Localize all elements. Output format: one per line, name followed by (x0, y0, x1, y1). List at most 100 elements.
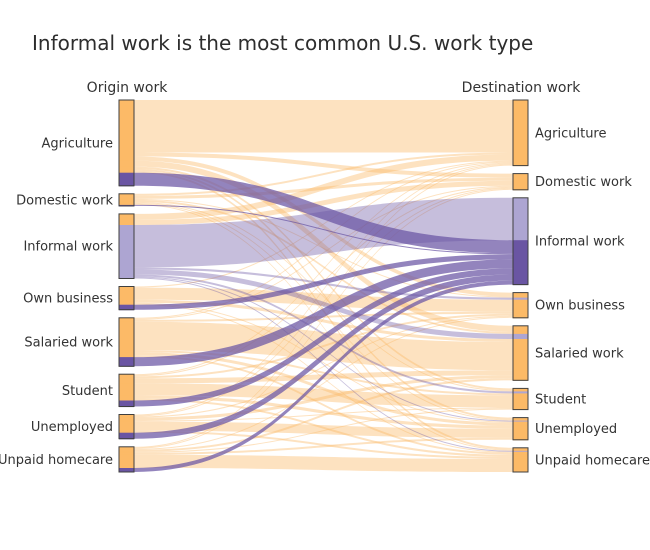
origin-node-unemployed[interactable]: Unemployed (31, 414, 135, 440)
link-unemployed-to-unemployed[interactable] (134, 421, 513, 438)
node-segment (119, 172, 134, 187)
link-agriculture-to-agriculture[interactable] (134, 100, 513, 153)
link-unpaid-homecare-to-domestic-work[interactable] (134, 188, 513, 449)
link-student-to-agriculture[interactable] (134, 162, 513, 376)
link-student-to-own-business[interactable] (134, 313, 513, 379)
node-segment (119, 447, 134, 450)
node-segment (513, 296, 528, 299)
node-segment (513, 333, 528, 340)
link-informal-work-to-domestic-work[interactable] (134, 180, 513, 225)
link-unpaid-homecare-to-informal-work[interactable] (134, 280, 513, 472)
link-domestic-work-to-student[interactable] (134, 201, 513, 392)
node-segment (513, 197, 528, 241)
link-unpaid-homecare-to-unemployed[interactable] (134, 437, 513, 455)
link-student-to-student[interactable] (134, 383, 513, 408)
link-unemployed-to-agriculture[interactable] (134, 163, 513, 416)
node-label-agriculture: Agriculture (535, 126, 607, 141)
link-student-to-unemployed[interactable] (134, 395, 513, 429)
link-own-business-to-own-business[interactable] (134, 287, 513, 312)
link-unpaid-homecare-to-student[interactable] (134, 408, 513, 453)
link-informal-work-to-agriculture[interactable] (134, 154, 513, 221)
link-own-business-to-agriculture[interactable] (134, 160, 513, 288)
node-segment (513, 186, 528, 189)
link-unemployed-to-own-business[interactable] (134, 315, 513, 418)
link-salaried-work-to-unpaid-homecare[interactable] (134, 355, 513, 455)
node-segment (119, 303, 134, 306)
link-agriculture-to-salaried-work[interactable] (134, 160, 513, 332)
node-outline (118, 373, 135, 408)
link-agriculture-to-unemployed[interactable] (134, 168, 513, 420)
link-domestic-work-to-informal-work[interactable] (134, 204, 513, 255)
destination-node-unpaid-homecare[interactable]: Unpaid homecare (512, 447, 650, 473)
link-unemployed-to-unpaid-homecare[interactable] (134, 430, 513, 459)
link-salaried-work-to-unemployed[interactable] (134, 352, 513, 426)
link-unemployed-to-salaried-work[interactable] (134, 375, 513, 421)
link-informal-work-to-informal-work[interactable] (134, 197, 513, 268)
link-domestic-work-to-salaried-work[interactable] (134, 199, 513, 334)
link-salaried-work-to-agriculture[interactable] (134, 161, 513, 319)
destination-node-salaried-work[interactable]: Salaried work (512, 325, 624, 381)
link-salaried-work-to-salaried-work[interactable] (134, 321, 513, 371)
origin-node-informal-work[interactable]: Informal work (23, 213, 135, 279)
link-student-to-unpaid-homecare[interactable] (134, 398, 513, 457)
destination-node-student[interactable]: Student (512, 387, 586, 411)
link-domestic-work-to-agriculture[interactable] (134, 152, 513, 196)
link-informal-work-to-salaried-work[interactable] (134, 269, 513, 340)
link-agriculture-to-domestic-work[interactable] (134, 152, 513, 178)
link-agriculture-to-informal-work[interactable] (134, 172, 513, 254)
origin-node-salaried-work[interactable]: Salaried work (24, 317, 135, 367)
link-unemployed-to-student[interactable] (134, 407, 513, 422)
destination-node-domestic-work[interactable]: Domestic work (512, 173, 632, 191)
node-segment (513, 173, 528, 179)
link-domestic-work-to-domestic-work[interactable] (134, 177, 513, 199)
link-unemployed-to-domestic-work[interactable] (134, 187, 513, 417)
node-segment (513, 177, 528, 182)
origin-node-own-business[interactable]: Own business (23, 286, 135, 311)
origin-node-student[interactable]: Student (62, 373, 135, 408)
node-segment (513, 449, 528, 452)
link-informal-work-to-student[interactable] (134, 274, 513, 394)
link-salaried-work-to-domestic-work[interactable] (134, 185, 513, 320)
origin-node-agriculture[interactable]: Agriculture (42, 99, 135, 187)
destination-node-unemployed[interactable]: Unemployed (512, 417, 617, 441)
node-label-student: Student (535, 393, 586, 408)
destination-node-own-business[interactable]: Own business (512, 292, 625, 319)
node-segment (119, 302, 134, 305)
destination-node-informal-work[interactable]: Informal work (512, 197, 625, 286)
node-segment (513, 154, 528, 162)
node-label-unemployed: Unemployed (535, 422, 617, 437)
link-own-business-to-unemployed[interactable] (134, 302, 513, 423)
link-salaried-work-to-student[interactable] (134, 350, 513, 396)
link-student-to-informal-work[interactable] (134, 268, 513, 407)
destination-node-agriculture[interactable]: Agriculture (512, 99, 607, 167)
link-unpaid-homecare-to-unpaid-homecare[interactable] (134, 454, 513, 472)
node-outline (118, 414, 135, 440)
link-unpaid-homecare-to-salaried-work[interactable] (134, 378, 513, 452)
link-domestic-work-to-unpaid-homecare[interactable] (134, 203, 513, 451)
link-agriculture-to-student[interactable] (134, 166, 513, 391)
link-salaried-work-to-informal-work[interactable] (134, 259, 513, 367)
link-own-business-to-salaried-work[interactable] (134, 299, 513, 342)
link-unpaid-homecare-to-agriculture[interactable] (134, 164, 513, 448)
node-segment (513, 454, 528, 458)
node-outline (512, 387, 529, 411)
link-informal-work-to-unemployed[interactable] (134, 276, 513, 422)
link-informal-work-to-unpaid-homecare[interactable] (134, 277, 513, 452)
link-own-business-to-informal-work[interactable] (134, 254, 513, 310)
link-unemployed-to-informal-work[interactable] (134, 274, 513, 439)
node-label-own-business: Own business (535, 299, 625, 314)
node-segment (119, 398, 134, 401)
node-label-unpaid-homecare: Unpaid homecare (0, 453, 113, 468)
origin-node-domestic-work[interactable]: Domestic work (16, 193, 135, 208)
link-domestic-work-to-own-business[interactable] (134, 198, 513, 298)
origin-node-unpaid-homecare[interactable]: Unpaid homecare (0, 446, 135, 473)
node-segment (513, 417, 528, 421)
node-segment (513, 425, 528, 430)
node-segment (119, 287, 134, 301)
node-segment (119, 414, 134, 416)
node-segment (119, 355, 134, 358)
link-unpaid-homecare-to-own-business[interactable] (134, 316, 513, 450)
node-segment (513, 388, 528, 391)
link-agriculture-to-own-business[interactable] (134, 156, 513, 297)
node-segment (119, 201, 134, 204)
